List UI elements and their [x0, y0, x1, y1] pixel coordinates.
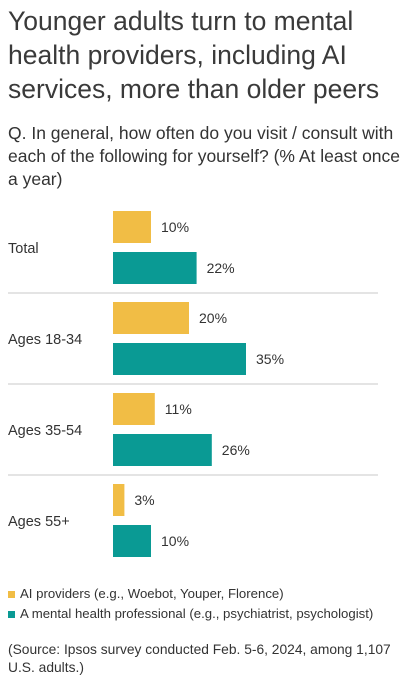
- value-label-mental-total: 22%: [207, 260, 235, 276]
- legend-label-mental: A mental health professional (e.g., psyc…: [20, 606, 374, 621]
- category-label-ages-55: Ages 55+: [8, 514, 70, 530]
- bar-ai-ages-35-54: [113, 393, 155, 425]
- chart-subtitle: Q. In general, how often do you visit / …: [8, 123, 401, 189]
- value-label-ai-total: 10%: [161, 219, 189, 235]
- category-label-ages-18-34: Ages 18-34: [8, 332, 82, 348]
- bar-mental-ages-35-54: [113, 434, 212, 466]
- legend-swatch-mental: [8, 610, 15, 618]
- value-label-ai-ages-35-54: 11%: [165, 401, 192, 417]
- bar-mental-ages-18-34: [113, 343, 246, 375]
- category-label-total: Total: [8, 241, 39, 257]
- value-label-mental-ages-55: 10%: [161, 533, 189, 549]
- chart-title: Younger adults turn to mental health pro…: [8, 6, 380, 104]
- bar-ai-total: [113, 211, 151, 243]
- bar-mental-total: [113, 252, 197, 284]
- legend-label-ai: AI providers (e.g., Woebot, Youper, Flor…: [20, 586, 284, 601]
- legend: AI providers (e.g., Woebot, Youper, Flor…: [8, 584, 411, 624]
- legend-swatch-ai: [8, 590, 15, 598]
- value-label-ai-ages-55: 3%: [134, 492, 154, 508]
- legend-item-ai: AI providers (e.g., Woebot, Youper, Flor…: [8, 584, 411, 604]
- value-label-mental-ages-18-34: 35%: [256, 351, 284, 367]
- value-label-mental-ages-35-54: 26%: [222, 442, 250, 458]
- source-note: (Source: Ipsos survey conducted Feb. 5-6…: [8, 642, 391, 675]
- category-label-ages-35-54: Ages 35-54: [8, 423, 82, 439]
- bar-ai-ages-55: [113, 484, 125, 516]
- bar-ai-ages-18-34: [113, 302, 189, 334]
- legend-item-mental: A mental health professional (e.g., psyc…: [8, 604, 411, 624]
- value-label-ai-ages-18-34: 20%: [199, 310, 227, 326]
- bar-mental-ages-55: [113, 525, 151, 557]
